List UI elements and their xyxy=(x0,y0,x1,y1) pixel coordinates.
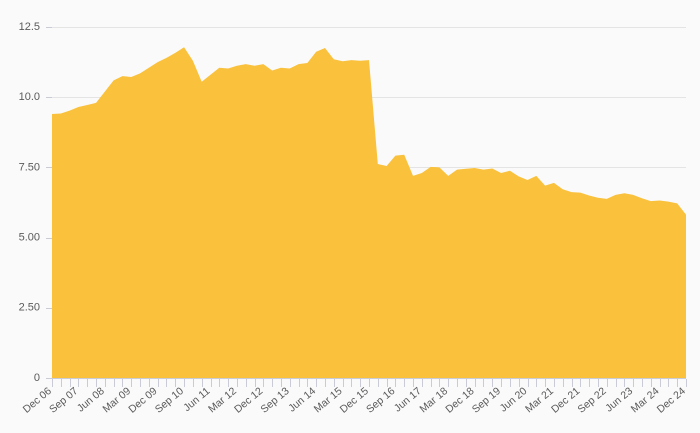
y-tick-label-1: 2.50 xyxy=(19,302,40,314)
series-area-path xyxy=(52,47,686,378)
axis-group xyxy=(46,27,687,387)
y-tick-label-0: 0 xyxy=(34,372,40,384)
y-tick-label-4: 10.0 xyxy=(19,91,40,103)
y-tick-label-2: 5.00 xyxy=(19,232,40,244)
y-tick-label-5: 12.5 xyxy=(19,21,40,33)
y-tick-label-3: 7.50 xyxy=(19,161,40,173)
series-area-group xyxy=(52,47,686,378)
y-axis-labels: 0 2.50 5.00 7.50 10.0 12.5 xyxy=(19,21,40,384)
